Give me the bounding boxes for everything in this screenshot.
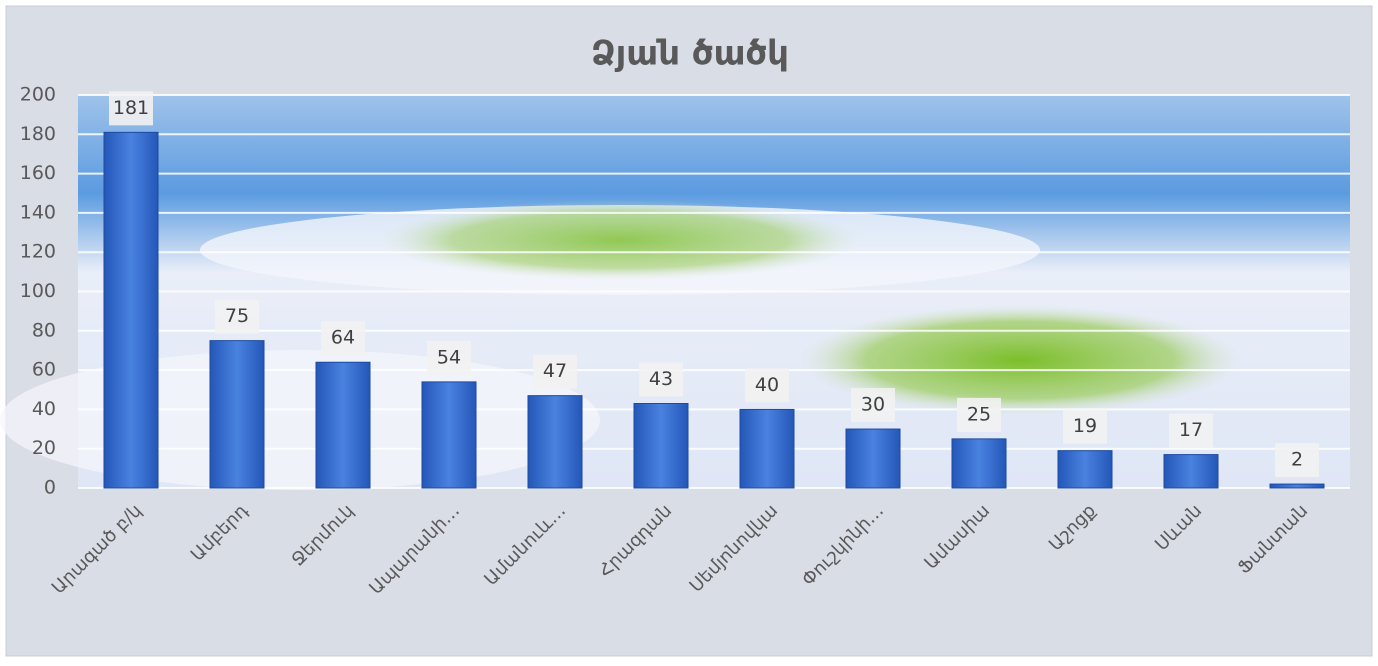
chart: Ձյան ծածկ 0 20 40 60 80 100 120 140 160 180 200 181… <box>0 0 1378 662</box>
data-label: 25 <box>967 403 991 425</box>
data-label: 2 <box>1291 449 1303 471</box>
bar <box>952 439 1006 488</box>
bar <box>316 362 370 488</box>
y-tick-label: 100 <box>20 280 56 302</box>
bar <box>1058 451 1112 488</box>
chart-title: Ձյան ծածկ <box>591 34 789 74</box>
data-label: 181 <box>113 97 149 119</box>
y-tick-label: 160 <box>20 162 56 184</box>
bar <box>104 132 158 488</box>
y-tick-label: 120 <box>20 241 56 263</box>
data-label: 64 <box>331 327 355 349</box>
y-tick-label: 200 <box>20 84 56 106</box>
data-label: 40 <box>755 374 779 396</box>
y-tick-label: 40 <box>32 398 56 420</box>
bar <box>740 409 794 488</box>
y-tick-label: 60 <box>32 359 56 381</box>
bar <box>634 404 688 488</box>
data-label: 75 <box>225 305 249 327</box>
bar <box>846 429 900 488</box>
page: {"chart_data": {"type": "bar", "title": … <box>0 0 1378 662</box>
data-label: 43 <box>649 368 673 390</box>
y-tick-label: 80 <box>32 319 56 341</box>
y-tick-label: 140 <box>20 201 56 223</box>
y-tick-label: 0 <box>44 477 56 499</box>
data-label: 54 <box>437 346 461 368</box>
y-tick-label: 180 <box>20 123 56 145</box>
y-tick-label: 20 <box>32 437 56 459</box>
data-label: 47 <box>543 360 567 382</box>
data-label: 30 <box>861 394 885 416</box>
data-label: 17 <box>1179 419 1203 441</box>
bar <box>528 396 582 488</box>
bar <box>422 382 476 488</box>
bar <box>210 341 264 488</box>
bar <box>1270 484 1324 488</box>
bar <box>1164 455 1218 488</box>
data-label: 19 <box>1073 415 1097 437</box>
